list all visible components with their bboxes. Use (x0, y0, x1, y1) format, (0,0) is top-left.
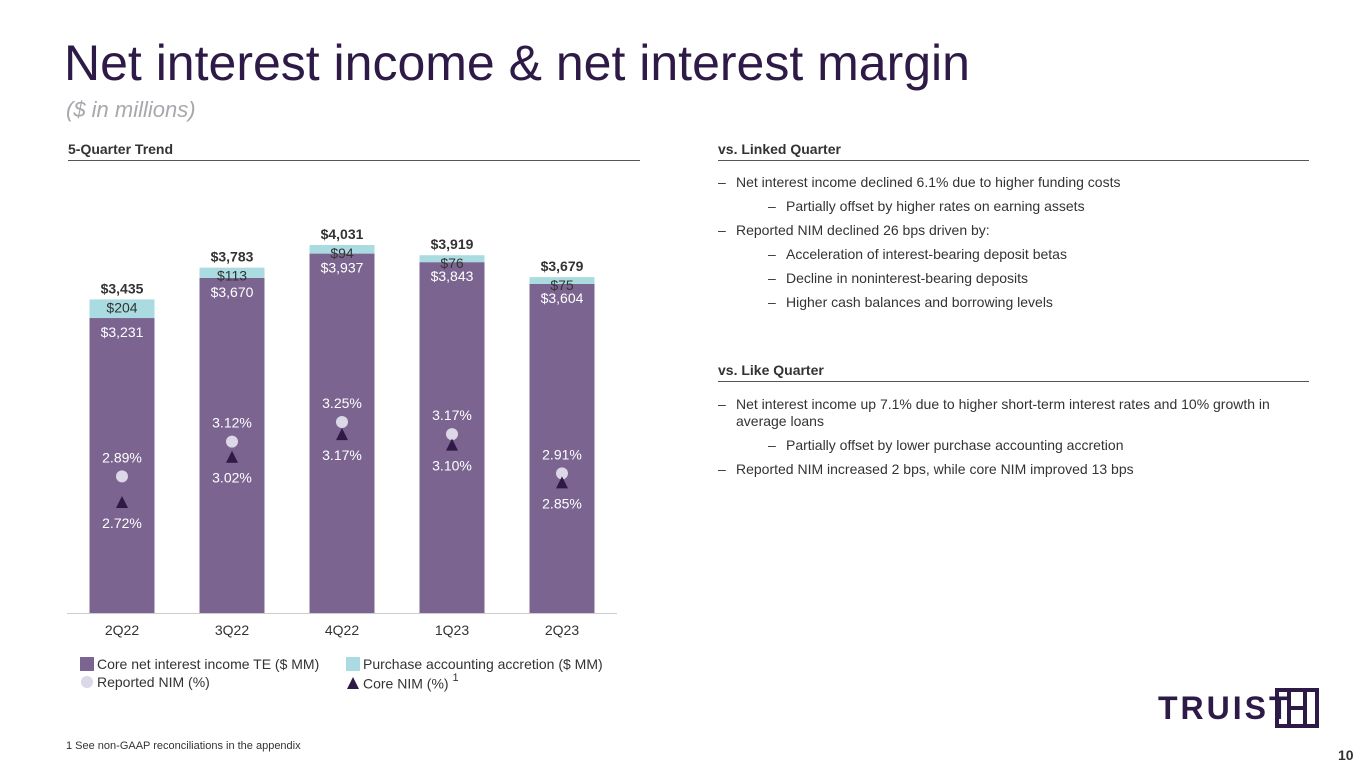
data-label-core-nim: 3.02% (212, 470, 252, 486)
bullet-dash: – (718, 461, 726, 477)
linked-quarter-list: – Net interest income declined 6.1% due t… (718, 174, 1308, 318)
page-title: Net interest income & net interest margi… (64, 35, 970, 91)
marker-core-nim (116, 496, 128, 508)
legend-circle-reported-nim (81, 676, 93, 688)
x-tick-label: 2Q22 (105, 622, 139, 638)
data-label-total: $3,435 (101, 280, 144, 296)
legend-label-core-nii: Core net interest income TE ($ MM) (97, 656, 320, 672)
bullet-text: Acceleration of interest-bearing deposit… (786, 246, 1067, 262)
logo-wordmark: TRUIST (1158, 690, 1292, 726)
x-tick-label: 1Q23 (435, 622, 469, 638)
legend-superscript: 1 (452, 672, 459, 684)
bullet-dash: – (718, 396, 726, 412)
bar-purchase-accretion (199, 267, 265, 278)
data-label-total: $3,783 (211, 249, 254, 265)
data-label-core-nii: $3,231 (101, 324, 144, 340)
data-label-reported-nim: 2.89% (102, 449, 142, 465)
x-tick-label: 3Q22 (215, 622, 249, 638)
legend-label-purchase-accretion: Purchase accounting accretion ($ MM) (363, 656, 603, 672)
bullet-dash: – (768, 294, 776, 310)
data-label-core-nii: $3,604 (541, 290, 584, 306)
data-label-core-nii: $3,670 (211, 284, 254, 300)
truist-logo: TRUIST (1158, 688, 1320, 728)
nii-stacked-bar-chart: $3,231 $204 $3,435 2Q22 $3,670$113 $3,783 3Q22… (67, 226, 617, 638)
linked-bullet: – Reported NIM declined 26 bps driven by: (718, 222, 1308, 239)
data-label-purchase-accretion: $75 (550, 277, 574, 293)
data-label-core-nim: 2.72% (102, 515, 142, 531)
like-bullet: – Net interest income up 7.1% due to high… (718, 396, 1308, 430)
legend-triangle-core-nim (347, 677, 359, 689)
data-label-total: $4,031 (321, 226, 364, 242)
marker-reported-nim (336, 416, 348, 428)
legend-swatch-purchase-accretion (346, 657, 360, 671)
linked-bullet: – Net interest income declined 6.1% due t… (718, 174, 1308, 191)
marker-core-nim (446, 438, 458, 451)
bullet-text: Net interest income declined 6.1% due to… (736, 174, 1121, 190)
bullet-dash: – (718, 174, 726, 190)
marker-core-nim (336, 428, 348, 441)
data-label-core-nim: 3.10% (432, 458, 472, 474)
bullet-dash: – (718, 222, 726, 238)
bullet-text: Net interest income up 7.1% due to highe… (736, 396, 1270, 429)
footnote: 1 See non-GAAP reconciliations in the ap… (66, 740, 301, 752)
legend-label-reported-nim: Reported NIM (%) (97, 674, 210, 690)
data-label-reported-nim: 3.17% (432, 407, 472, 423)
data-label-purchase-accretion: $113 (217, 268, 247, 284)
legend-swatch-core-nii (80, 657, 94, 671)
data-label-reported-nim: 3.25% (322, 395, 362, 411)
bullet-text: Partially offset by lower purchase accou… (786, 437, 1124, 453)
marker-reported-nim (446, 428, 458, 441)
bullet-dash: – (768, 437, 776, 453)
bar-purchase-accretion (309, 245, 375, 254)
page-subtitle: ($ in millions) (66, 97, 196, 122)
like-bullet: – Reported NIM increased 2 bps, while cor… (718, 461, 1308, 478)
data-label-core-nim: 2.85% (542, 495, 582, 511)
marker-reported-nim (226, 435, 238, 448)
linked-bullet: – Higher cash balances and borrowing leve… (768, 294, 1308, 311)
data-label-total: $3,679 (541, 258, 584, 274)
bar-purchase-accretion (89, 299, 155, 319)
chart-section-heading: 5-Quarter Trend (68, 141, 640, 161)
marker-core-nim (556, 476, 568, 489)
truist-hh-logo-icon (1275, 688, 1319, 728)
linked-bullet: – Partially offset by higher rates on ear… (768, 198, 1308, 215)
legend-label-core-nim-text: Core NIM (%) (363, 675, 449, 692)
bullet-text: Decline in noninterest-bearing deposits (786, 270, 1029, 286)
bullet-text: Partially offset by higher rates on earn… (786, 198, 1085, 214)
data-label-core-nim: 3.17% (322, 447, 362, 463)
marker-reported-nim (116, 470, 128, 483)
bar-core-nii (89, 318, 155, 613)
linked-bullet: – Decline in noninterest-bearing deposits (768, 270, 1308, 287)
bar-core-nii (529, 283, 595, 613)
data-label-reported-nim: 3.12% (212, 415, 252, 431)
like-quarter-heading: vs. Like Quarter (718, 362, 1309, 382)
bullet-dash: – (768, 198, 776, 214)
data-label-purchase-accretion: $204 (106, 299, 137, 315)
page-number: 10 (1338, 747, 1354, 763)
bullet-dash: – (768, 246, 776, 262)
data-label-purchase-accretion: $94 (330, 245, 354, 261)
bar-purchase-accretion (419, 255, 485, 263)
data-label-purchase-accretion: $76 (440, 255, 464, 271)
like-bullet: – Partially offset by lower purchase acco… (768, 437, 1308, 454)
data-label-reported-nim: 2.91% (542, 446, 582, 462)
x-tick-label: 4Q22 (325, 622, 359, 638)
data-label-core-nii: $3,843 (431, 268, 474, 284)
like-quarter-list: – Net interest income up 7.1% due to high… (718, 396, 1308, 485)
bar-purchase-accretion (529, 277, 595, 284)
marker-reported-nim (556, 467, 568, 480)
marker-core-nim (226, 450, 238, 463)
bullet-dash: – (768, 270, 776, 286)
linked-bullet: – Acceleration of interest-bearing deposi… (768, 246, 1308, 263)
x-tick-label: 2Q23 (545, 622, 579, 638)
bullet-text: Higher cash balances and borrowing level… (786, 294, 1053, 310)
data-label-core-nii: $3,937 (321, 260, 364, 276)
bullet-text: Reported NIM declined 26 bps driven by: (736, 222, 990, 238)
linked-quarter-heading: vs. Linked Quarter (718, 141, 1309, 161)
bullet-text: Reported NIM increased 2 bps, while core… (736, 461, 1134, 477)
data-label-total: $3,919 (431, 236, 474, 252)
legend-label-core-nim: Core NIM (%) 1 (363, 672, 459, 692)
